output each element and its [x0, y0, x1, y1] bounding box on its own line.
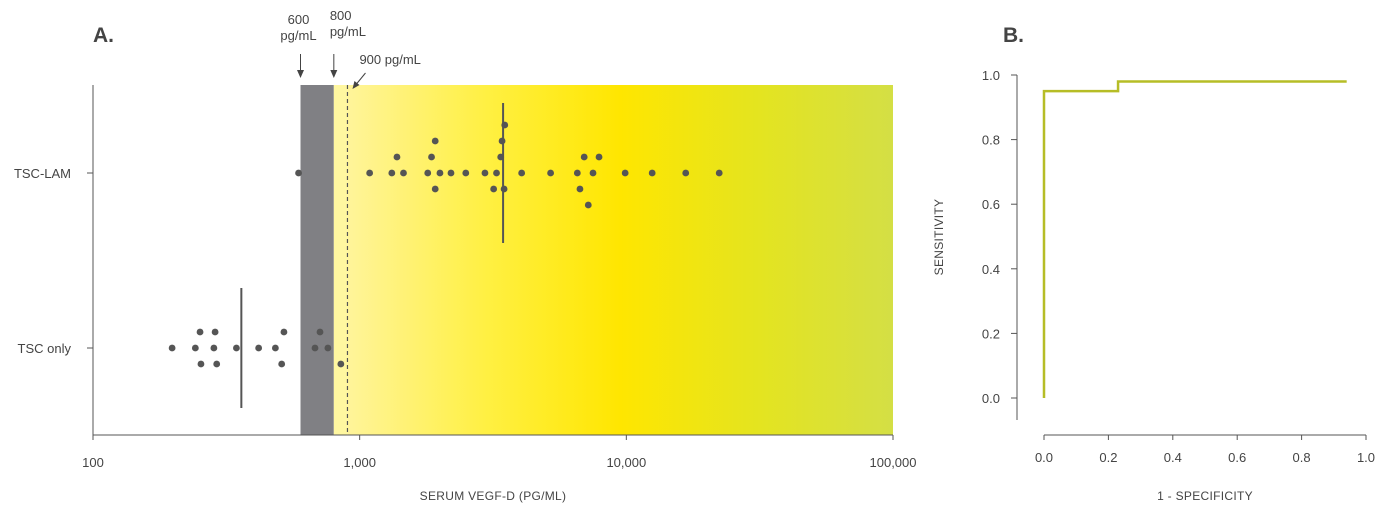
data-point: [648, 169, 656, 177]
data-point: [584, 201, 592, 209]
panel-b-y-ticks: 0.0 0.2 0.4 0.6 0.8 1.0: [982, 68, 1017, 406]
threshold-600-label: 600: [288, 12, 310, 27]
threshold-800-arrowhead: [330, 70, 338, 78]
data-point: [271, 344, 279, 352]
x-tick-label: 0.8: [1293, 450, 1311, 465]
data-point: [366, 169, 374, 177]
x-tick-label: 1.0: [1357, 450, 1375, 465]
data-point: [388, 169, 396, 177]
x-tick-label: 0.6: [1228, 450, 1246, 465]
data-point: [278, 360, 286, 368]
data-point: [191, 344, 199, 352]
panel-b: B. 0.0 0.2 0.4 0.6 0.8 1.0 0.0 0.2 0.4 0.6 0.8 1.0…: [932, 24, 1375, 503]
panel-a-group-ticks: TSC-LAM TSC only: [14, 166, 93, 356]
threshold-900-arrow: [356, 72, 366, 85]
data-point: [462, 169, 470, 177]
panel-a-x-ticks: 100 1,000 10,000 100,000: [82, 435, 917, 470]
data-point: [311, 344, 319, 352]
data-point: [481, 169, 489, 177]
data-point: [211, 328, 219, 336]
data-point: [196, 328, 204, 336]
group-label: TSC only: [18, 341, 72, 356]
data-point: [428, 153, 435, 161]
y-tick-label: 0.4: [982, 262, 1000, 277]
x-tick-label: 100: [82, 455, 104, 470]
x-tick-label: 10,000: [606, 455, 646, 470]
data-point: [576, 185, 584, 193]
data-point: [210, 344, 218, 352]
data-point: [255, 344, 263, 352]
data-point: [197, 360, 205, 368]
y-tick-label: 0.8: [982, 133, 1000, 148]
data-point: [168, 344, 176, 352]
data-point: [589, 169, 597, 177]
roc-curve: [1042, 80, 1347, 398]
data-point: [547, 169, 555, 177]
panel-b-x-axis-title: 1 - SPECIFICITY: [1157, 489, 1253, 503]
data-point: [393, 153, 401, 161]
panel-a: A. 100 1,000 10,000 100,000 TSC-LAM TSC only…: [14, 8, 917, 503]
data-point: [595, 153, 603, 161]
roc-curve-layer: [1042, 80, 1347, 398]
data-point: [715, 169, 723, 177]
data-point: [213, 360, 221, 368]
data-point: [280, 328, 288, 336]
threshold-600-arrowhead: [297, 70, 305, 78]
y-tick-label: 0.2: [982, 326, 1000, 341]
x-tick-label: 1,000: [343, 455, 376, 470]
data-point: [621, 169, 629, 177]
y-tick-label: 0.6: [982, 197, 1000, 212]
x-tick-label: 0.2: [1099, 450, 1117, 465]
data-point: [400, 169, 407, 177]
x-tick-label: 0.4: [1164, 450, 1182, 465]
data-point: [337, 360, 345, 368]
group-label: TSC-LAM: [14, 166, 71, 181]
threshold-900-label: 900 pg/mL: [359, 52, 420, 67]
data-point: [580, 153, 588, 161]
data-point: [233, 344, 240, 352]
data-point: [436, 169, 444, 177]
y-tick-label: 0.0: [982, 391, 1000, 406]
panel-a-x-axis-title: SERUM VEGF-D (PG/ML): [420, 489, 567, 503]
data-point: [573, 169, 581, 177]
data-point: [490, 185, 498, 193]
data-point: [431, 185, 439, 193]
band-pale: [333, 85, 348, 435]
data-point: [447, 169, 455, 177]
threshold-900-arrowhead: [352, 81, 360, 89]
data-point: [498, 137, 506, 145]
data-point: [518, 169, 526, 177]
data-point: [682, 169, 690, 177]
x-tick-label: 0.0: [1035, 450, 1053, 465]
data-point: [493, 169, 500, 177]
panel-b-letter: B.: [1003, 24, 1024, 47]
data-point: [324, 344, 332, 352]
data-point: [431, 137, 439, 145]
threshold-800-label: 800: [330, 8, 352, 23]
panel-b-y-axis-title: SENSITIVITY: [932, 199, 946, 276]
band-gradient: [347, 85, 893, 435]
data-point: [316, 328, 324, 336]
y-tick-label: 1.0: [982, 68, 1000, 83]
threshold-800-label: pg/mL: [330, 24, 366, 39]
range-bars: [240, 103, 505, 408]
data-point: [500, 185, 508, 193]
panel-a-letter: A.: [93, 24, 114, 47]
x-tick-label: 100,000: [870, 455, 917, 470]
threshold-bands: [300, 85, 893, 435]
data-point: [424, 169, 432, 177]
threshold-600-label: pg/mL: [280, 28, 316, 43]
data-point: [295, 169, 302, 177]
panel-b-x-ticks: 0.0 0.2 0.4 0.6 0.8 1.0: [1035, 435, 1375, 465]
band-gray: [300, 85, 334, 435]
